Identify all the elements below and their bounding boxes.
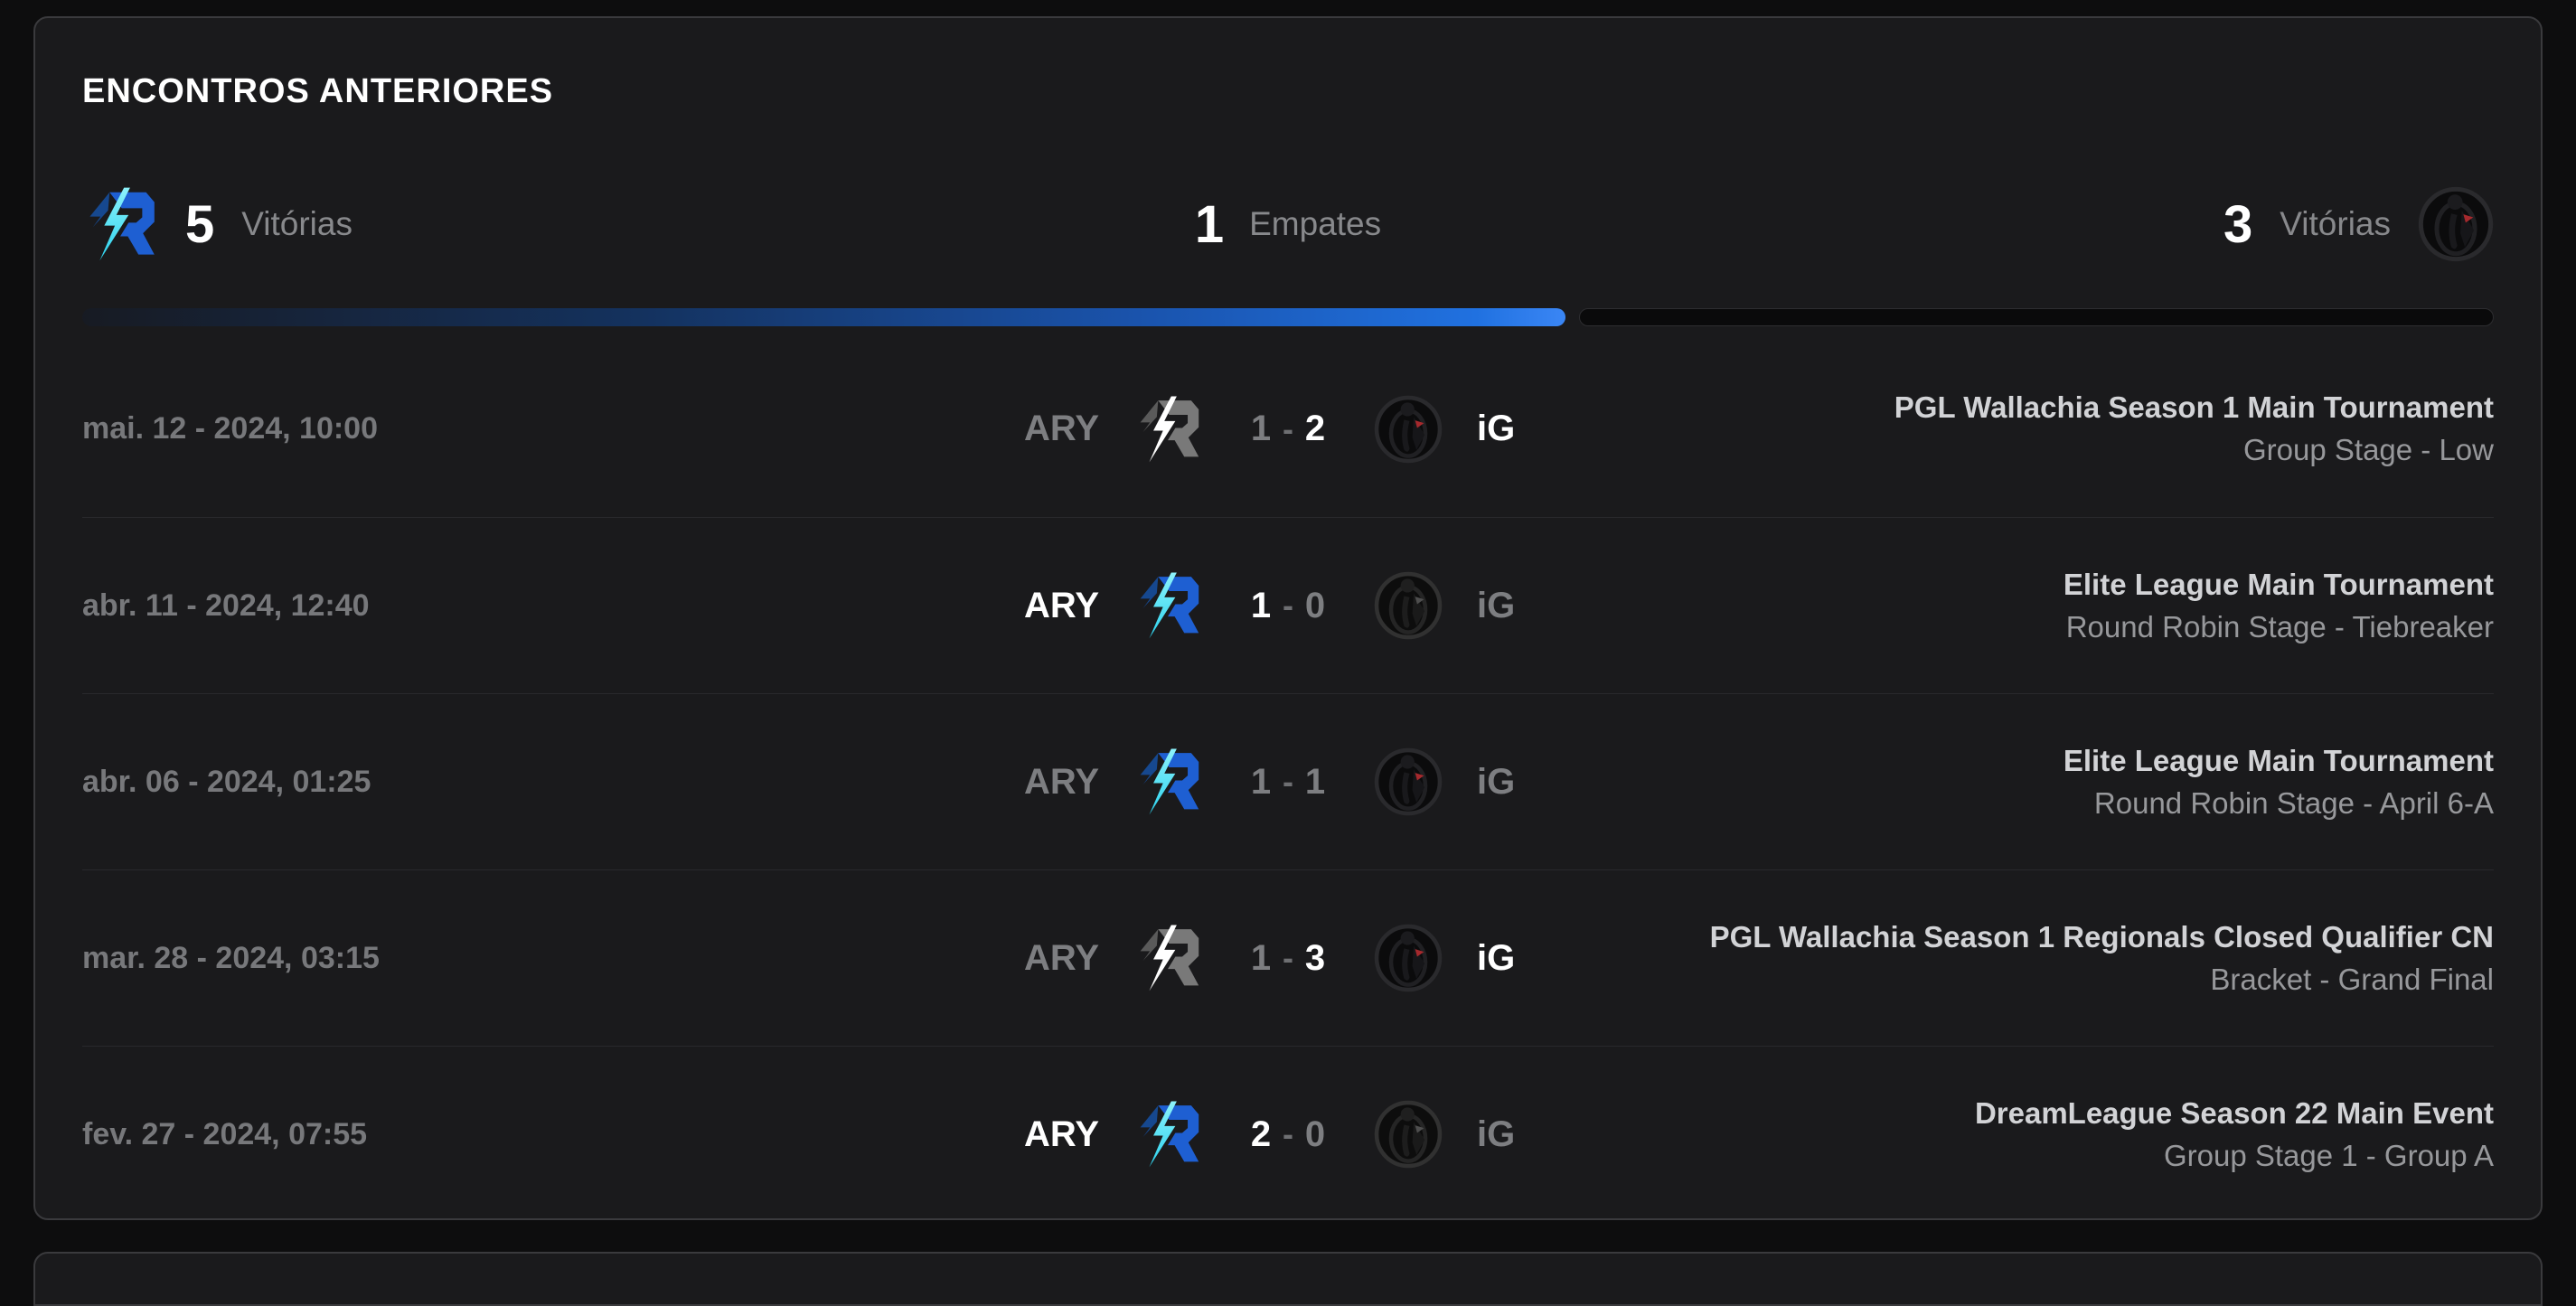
tournament-info: Elite League Main Tournament Round Robin… (1288, 743, 2494, 821)
tournament-name: PGL Wallachia Season 1 Main Tournament (1894, 390, 2494, 425)
head-to-head-summary: 5 Vitórias 1 Empates 3 Vitórias (82, 174, 2494, 274)
right-score: 2 (1304, 409, 1326, 448)
left-score: 1 (1250, 761, 1272, 802)
match-row[interactable]: mar. 28 - 2024, 03:15 ARY 1 - 3 iG PGL W… (82, 869, 2494, 1046)
match-date: mar. 28 - 2024, 03:15 (82, 940, 380, 975)
right-team-name: iG (1477, 585, 1516, 625)
left-wins-label: Vitórias (241, 205, 353, 242)
aurora-logo-icon (1133, 571, 1202, 640)
ig-logo-icon (1374, 395, 1443, 464)
aurora-logo-icon (82, 186, 158, 262)
left-team-name: ARY (1024, 1113, 1099, 1154)
summary-center: 1 Empates (1195, 194, 1381, 255)
ig-logo-icon (1374, 571, 1443, 640)
left-team-name: ARY (1024, 937, 1099, 978)
right-score: 0 (1304, 1113, 1326, 1154)
score-separator: - (1283, 939, 1293, 976)
tournament-info: PGL Wallachia Season 1 Regionals Closed … (1288, 919, 2494, 997)
aurora-logo-icon (1133, 1100, 1202, 1169)
tournament-name: Elite League Main Tournament (2063, 567, 2494, 601)
match-date: fev. 27 - 2024, 07:55 (82, 1116, 368, 1151)
tournament-stage: Bracket - Grand Final (2210, 962, 2494, 996)
match-score-block: ARY 2 - 0 iG (991, 1100, 1585, 1169)
previous-encounters-card: ENCONTROS ANTERIORES 5 Vitórias 1 Empate… (33, 16, 2543, 1220)
score: 2 - 0 (1249, 1114, 1327, 1155)
match-date: mai. 12 - 2024, 10:00 (82, 411, 379, 446)
match-row[interactable]: abr. 11 - 2024, 12:40 ARY 1 - 0 iG Elite… (82, 517, 2494, 693)
left-score: 2 (1250, 1113, 1272, 1154)
right-score: 3 (1304, 937, 1326, 978)
summary-right: 3 Vitórias (2223, 186, 2494, 262)
draws-label: Empates (1249, 205, 1382, 242)
score: 1 - 0 (1249, 586, 1327, 626)
score-separator: - (1283, 587, 1293, 624)
match-row[interactable]: fev. 27 - 2024, 07:55 ARY 2 - 0 iG Dream… (82, 1046, 2494, 1222)
tournament-stage: Round Robin Stage - Tiebreaker (2065, 609, 2494, 644)
match-row[interactable]: mai. 12 - 2024, 10:00 ARY 1 - 2 iG PGL W… (82, 341, 2494, 517)
left-team-name: ARY (1024, 409, 1099, 448)
ig-logo-icon (1374, 1100, 1443, 1169)
tournament-info: Elite League Main Tournament Round Robin… (1288, 567, 2494, 644)
right-team-name: iG (1477, 761, 1516, 802)
tournament-name: Elite League Main Tournament (2063, 743, 2494, 777)
right-score: 1 (1304, 761, 1326, 802)
right-wins-label: Vitórias (2280, 205, 2391, 242)
right-team-name: iG (1477, 937, 1516, 978)
left-wins-count: 5 (185, 194, 215, 254)
tournament-name: DreamLeague Season 22 Main Event (1974, 1095, 2494, 1130)
summary-left: 5 Vitórias (82, 186, 353, 262)
right-team-name: iG (1477, 1113, 1516, 1154)
score: 1 - 1 (1249, 762, 1327, 803)
tournament-info: DreamLeague Season 22 Main Event Group S… (1288, 1095, 2494, 1173)
match-date: abr. 06 - 2024, 01:25 (82, 764, 371, 799)
score-separator: - (1283, 1115, 1293, 1152)
right-score: 0 (1304, 585, 1326, 625)
tournament-info: PGL Wallachia Season 1 Main Tournament G… (1288, 390, 2494, 467)
match-score-block: ARY 1 - 3 iG (991, 924, 1585, 992)
score-separator: - (1283, 763, 1293, 800)
head-to-head-bar (82, 308, 2494, 326)
tournament-name: PGL Wallachia Season 1 Regionals Closed … (1709, 919, 2494, 954)
head-to-head-bar-right-segment (1578, 308, 2494, 326)
score-separator: - (1283, 409, 1293, 447)
left-score: 1 (1250, 937, 1272, 978)
head-to-head-bar-left-segment (82, 308, 1565, 326)
tournament-stage: Group Stage 1 - Group A (2163, 1138, 2494, 1172)
aurora-logo-icon (1133, 924, 1202, 992)
right-team-name: iG (1477, 409, 1516, 448)
left-score: 1 (1250, 409, 1272, 448)
left-team-name: ARY (1024, 761, 1099, 802)
draws-count: 1 (1194, 194, 1225, 254)
ig-logo-icon (1374, 747, 1443, 816)
aurora-logo-icon (1133, 395, 1202, 464)
match-history-list: mai. 12 - 2024, 10:00 ARY 1 - 2 iG PGL W… (82, 341, 2494, 1222)
tournament-stage: Group Stage - Low (2243, 433, 2494, 466)
ig-logo-icon (1374, 924, 1443, 992)
section-title: ENCONTROS ANTERIORES (82, 72, 554, 110)
right-wins-count: 3 (2223, 194, 2253, 254)
left-score: 1 (1250, 585, 1272, 625)
score: 1 - 3 (1249, 938, 1327, 979)
score: 1 - 2 (1249, 409, 1327, 449)
match-row[interactable]: abr. 06 - 2024, 01:25 ARY 1 - 1 iG Elite… (82, 693, 2494, 869)
next-section-card-edge (33, 1252, 2543, 1306)
match-score-block: ARY 1 - 0 iG (991, 571, 1585, 640)
aurora-logo-icon (1133, 747, 1202, 816)
match-score-block: ARY 1 - 2 iG (991, 395, 1585, 464)
left-team-name: ARY (1024, 585, 1099, 625)
match-score-block: ARY 1 - 1 iG (991, 747, 1585, 816)
tournament-stage: Round Robin Stage - April 6-A (2093, 785, 2494, 820)
ig-logo-icon (2418, 186, 2494, 262)
match-date: abr. 11 - 2024, 12:40 (82, 587, 370, 623)
